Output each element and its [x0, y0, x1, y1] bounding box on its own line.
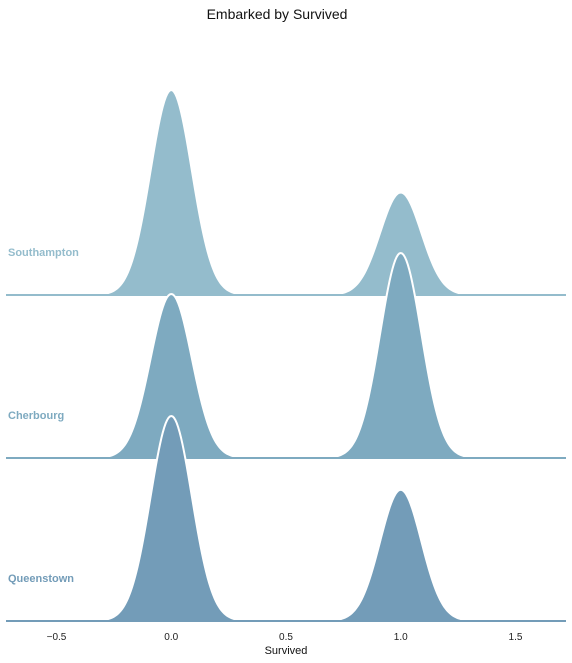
row-label-southampton: Southampton [8, 247, 79, 259]
density-outline-cherbourg [6, 251, 566, 459]
row-label-cherbourg: Cherbourg [8, 410, 64, 422]
density-area-southampton [6, 90, 566, 295]
x-ticks: −0.5 0.0 0.5 1.0 1.5 [47, 632, 523, 643]
density-outline-queenstown [6, 414, 566, 622]
density-outline-southampton [6, 88, 566, 296]
ridges: Southampton Cherbourg Queenstown [6, 88, 566, 622]
density-area-cherbourg [6, 253, 566, 458]
row-label-queenstown: Queenstown [8, 573, 74, 585]
ridge-cherbourg: Cherbourg [6, 251, 566, 459]
ridge-southampton: Southampton [6, 88, 566, 296]
x-tick-label: −0.5 [47, 632, 67, 643]
x-axis-label: Survived [265, 645, 308, 657]
ridge-queenstown: Queenstown [6, 414, 566, 622]
x-tick-label: 1.0 [394, 632, 408, 643]
x-tick-label: 1.5 [509, 632, 523, 643]
x-tick-label: 0.5 [279, 632, 293, 643]
chart-title: Embarked by Survived [207, 6, 348, 22]
x-tick-label: 0.0 [164, 632, 178, 643]
density-area-queenstown [6, 416, 566, 621]
